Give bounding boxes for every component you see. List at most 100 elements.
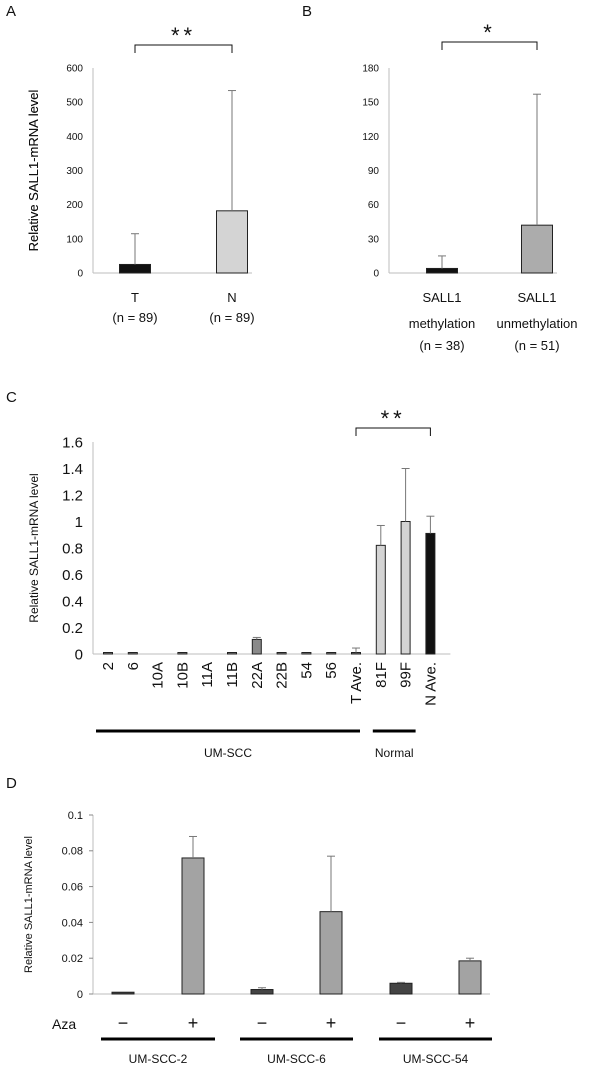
significance-label: * [483,20,496,45]
bar [251,638,262,655]
bar [177,652,188,655]
y-tick-label: 1.2 [62,487,83,504]
x-tick-label: N Ave. [422,662,439,706]
y-axis-label: Relative SALL1-mRNA level [27,473,41,622]
panel-b: B 0 30 60 90 120 150 180 Relative SALL1-mRNA le… [26,3,577,353]
bar [319,911,343,995]
y-tick-label: 150 [362,98,379,109]
x-tick-label: T Ave. [348,662,365,704]
row-label: Aza [52,1016,76,1032]
y-tick-label: 30 [368,234,380,245]
significance-bracket [441,41,538,50]
x-tick-label: 11B [224,662,241,688]
y-tick-label: 0.6 [62,567,83,584]
x-tick-label: 22B [274,662,291,689]
y-tick-label: 0 [77,989,83,1001]
bar [181,857,205,995]
group-label: UM-SCC-54 [403,1052,469,1066]
y-tick-label: 400 [66,132,83,143]
x-tick-label: 10A [150,662,167,689]
y-tick-label: 90 [368,166,380,177]
x-tick-sublabel: (n = 51) [514,338,559,353]
bar [351,652,361,655]
y-axis-label: Relative SALL1-mRNA level [26,89,41,251]
significance-bracket [134,44,233,53]
y-tick-label: 1.4 [62,461,83,478]
y-tick-label: 1 [75,514,83,531]
x-tick-sublabel: (n = 89) [112,310,157,325]
bar [111,991,135,995]
x-tick-label: T [131,290,139,305]
panel-a: A 0 100 200 300 400 500 600 Relative SALL1-mRNA… [6,3,255,325]
significance-bracket [355,427,431,436]
bar [301,652,312,655]
bar [103,652,113,655]
bar [127,652,138,655]
panel-letter-d: D [6,775,17,792]
y-tick-label: 0.02 [62,953,83,965]
y-tick-label: 0.08 [62,846,83,858]
y-tick-label: 1.6 [62,434,83,451]
y-tick-label: 0 [373,269,379,280]
panel-c: C 0 0.2 0.4 0.6 0.8 1 1.2 1.4 1.6 Relative SALL1-… [6,389,451,760]
group-label: UM-SCC-6 [267,1052,326,1066]
group-label: UM-SCC [204,746,252,760]
x-tick-sublabel: methylation [409,316,475,331]
x-tick-sublabel: unmethylation [497,316,578,331]
x-tick-label: 81F [373,662,390,688]
aza-sign-label: + [188,1013,199,1033]
bar [216,210,248,274]
y-tick-label: 60 [368,200,380,211]
x-tick-sublabel: (n = 38) [419,338,464,353]
panel-letter-c: C [6,389,17,406]
bar [375,544,386,655]
y-tick-label: 0.06 [62,881,83,893]
aza-sign-label: + [326,1013,337,1033]
bar [458,960,482,995]
x-tick-label: 99F [398,662,415,688]
aza-sign-label: − [396,1013,407,1033]
significance-label: ** [381,406,406,431]
aza-sign-label: + [465,1013,476,1033]
bar [326,652,337,655]
panel-d: D 0 0.02 0.04 0.06 0.08 0.1 Relative SALL1-mRN… [6,775,492,1066]
y-tick-label: 0.04 [62,917,83,929]
y-axis-label: Relative SALL1-mRNA level [26,89,41,251]
x-tick-label: SALL1 [517,290,556,305]
bar [425,532,436,655]
aza-sign-label: − [118,1013,129,1033]
bar [227,652,237,655]
x-tick-label: 6 [125,662,142,670]
y-tick-label: 600 [66,64,83,75]
bar [389,982,413,995]
y-tick-label: 500 [66,98,83,109]
x-tick-label: 10B [174,662,191,689]
x-tick-label: SALL1 [422,290,461,305]
y-tick-label: 0.8 [62,540,83,557]
bar [119,263,151,274]
bar [250,989,274,995]
bar [426,267,458,274]
y-tick-label: 0.2 [62,620,83,637]
bar [521,224,553,274]
panel-letter-a: A [6,3,16,20]
bar [276,652,287,655]
y-tick-label: 0.4 [62,593,83,610]
y-tick-label: 300 [66,166,83,177]
x-tick-label: 56 [323,662,340,679]
x-tick-label: 54 [298,662,315,679]
y-tick-label: 100 [66,234,83,245]
y-axis-label: Relative SALL1-mRNA level [23,836,35,973]
y-tick-label: 120 [362,132,379,143]
panel-letter-b: B [302,3,312,20]
x-tick-sublabel: (n = 89) [209,310,254,325]
group-label: Normal [375,746,414,760]
y-tick-label: 0 [75,646,83,663]
bar [400,521,411,655]
x-tick-label: 11A [199,662,216,688]
aza-sign-label: − [257,1013,268,1033]
y-tick-label: 0.1 [68,810,83,822]
x-tick-label: 2 [100,662,117,670]
x-tick-label: N [227,290,236,305]
